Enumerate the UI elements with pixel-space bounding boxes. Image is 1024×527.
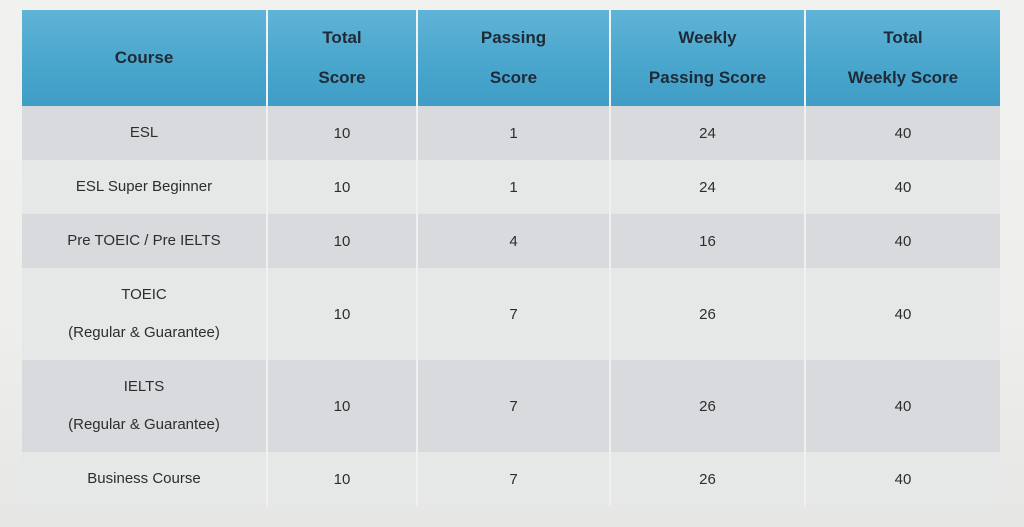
cell-total-weekly-score: 40 xyxy=(805,268,1000,360)
cell-weekly-passing-score: 24 xyxy=(610,106,806,160)
table-row: ESL 10 1 24 40 xyxy=(22,106,1000,160)
cell-course: TOEIC (Regular & Guarantee) xyxy=(22,268,268,360)
table-row: TOEIC (Regular & Guarantee) 10 7 26 40 xyxy=(22,268,1000,360)
cell-total-weekly-score: 40 xyxy=(805,360,1000,452)
table-header-row: Course Total Score Passing Score Weekly … xyxy=(22,10,1000,106)
table-row: ESL Super Beginner 10 1 24 40 xyxy=(22,160,1000,214)
cell-total-weekly-score: 40 xyxy=(805,160,1000,214)
cell-course: ESL xyxy=(22,106,268,160)
cell-total-score: 10 xyxy=(267,452,418,506)
cell-weekly-passing-score: 16 xyxy=(610,214,806,268)
header-weekly-passing-score: Weekly Passing Score xyxy=(610,10,806,106)
cell-total-weekly-score: 40 xyxy=(805,214,1000,268)
table-row: Business Course 10 7 26 40 xyxy=(22,452,1000,506)
cell-passing-score: 4 xyxy=(417,214,611,268)
cell-course: IELTS (Regular & Guarantee) xyxy=(22,360,268,452)
table-row: Pre TOEIC / Pre IELTS 10 4 16 40 xyxy=(22,214,1000,268)
cell-passing-score: 7 xyxy=(417,360,611,452)
cell-weekly-passing-score: 24 xyxy=(610,160,806,214)
cell-course: ESL Super Beginner xyxy=(22,160,268,214)
header-total-score: Total Score xyxy=(267,10,418,106)
header-total-weekly-score: Total Weekly Score xyxy=(805,10,1000,106)
cell-weekly-passing-score: 26 xyxy=(610,452,806,506)
table-row: IELTS (Regular & Guarantee) 10 7 26 40 xyxy=(22,360,1000,452)
score-table: Course Total Score Passing Score Weekly … xyxy=(22,10,1000,506)
cell-total-score: 10 xyxy=(267,268,418,360)
cell-total-weekly-score: 40 xyxy=(805,106,1000,160)
cell-total-score: 10 xyxy=(267,360,418,452)
cell-total-score: 10 xyxy=(267,106,418,160)
cell-weekly-passing-score: 26 xyxy=(610,268,806,360)
header-course: Course xyxy=(22,10,268,106)
cell-total-score: 10 xyxy=(267,214,418,268)
cell-passing-score: 7 xyxy=(417,452,611,506)
cell-total-weekly-score: 40 xyxy=(805,452,1000,506)
cell-weekly-passing-score: 26 xyxy=(610,360,806,452)
cell-passing-score: 1 xyxy=(417,160,611,214)
cell-passing-score: 7 xyxy=(417,268,611,360)
cell-course: Business Course xyxy=(22,452,268,506)
cell-course: Pre TOEIC / Pre IELTS xyxy=(22,214,268,268)
cell-total-score: 10 xyxy=(267,160,418,214)
cell-passing-score: 1 xyxy=(417,106,611,160)
header-passing-score: Passing Score xyxy=(417,10,611,106)
